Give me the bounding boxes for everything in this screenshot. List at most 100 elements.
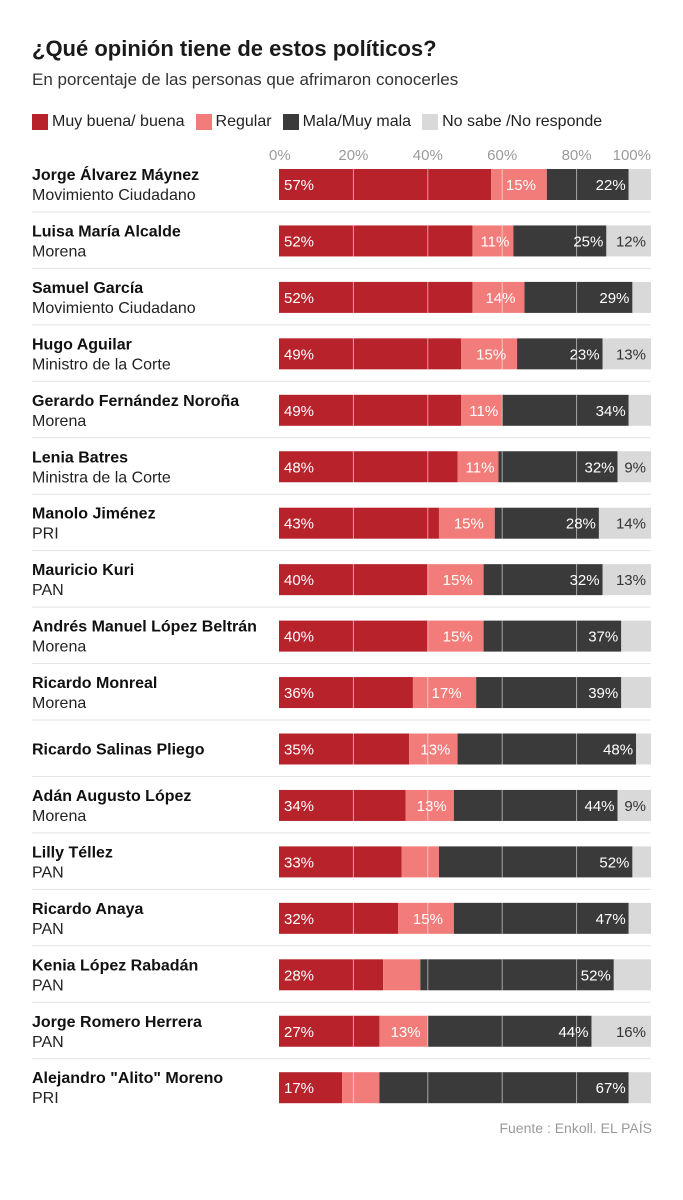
row-name: Ricardo Anaya xyxy=(32,901,144,918)
bar-segment-ns xyxy=(621,620,651,652)
bars-group: Jorge Álvarez Máynez Movimiento Ciudadano… xyxy=(32,165,651,1107)
bar-value-label: 40% xyxy=(284,629,314,646)
bar-value-label: 28% xyxy=(566,516,596,533)
legend-swatch-bad xyxy=(282,114,299,130)
legend-swatch-ns xyxy=(422,114,439,130)
bar-value-label: 40% xyxy=(284,572,314,589)
bar-value-label: 17% xyxy=(284,1080,314,1097)
bar-value-label: 49% xyxy=(284,346,314,363)
bar-value-label: 15% xyxy=(476,346,506,363)
bar-value-label: 11% xyxy=(469,403,498,420)
legend-item-ns: No sabe /No responde xyxy=(422,113,602,131)
bar-value-label: 11% xyxy=(480,233,509,250)
row-name: Kenia López Rabadán xyxy=(32,957,198,974)
bar-value-label: 39% xyxy=(588,685,618,702)
row-name: Manolo Jiménez xyxy=(32,506,156,523)
bar-segment-good xyxy=(279,902,399,934)
bar-segment-ns xyxy=(602,338,651,370)
bar-segment-good xyxy=(279,169,492,200)
bar-segment-regular xyxy=(398,902,454,934)
bar-segment-good xyxy=(279,846,402,878)
bar-row: Lilly Téllez PAN 33% 52% xyxy=(32,832,651,881)
bar-segment-regular xyxy=(491,169,547,200)
bar-value-label: 52% xyxy=(581,967,611,984)
row-party: PRI xyxy=(32,1090,59,1107)
bar-value-label: 29% xyxy=(599,290,629,307)
bar-row: Samuel García Movimiento Ciudadano 52% 14% 2… xyxy=(32,267,651,317)
legend-item-bad: Mala/Muy mala xyxy=(282,113,411,131)
bar-segment-ns xyxy=(628,1072,651,1104)
bar-segment-regular xyxy=(383,959,421,991)
bar-segment-ns xyxy=(617,451,651,483)
row-party: Morena xyxy=(32,639,86,656)
row-party: PAN xyxy=(32,977,64,994)
bar-row: Manolo Jiménez PRI 43% 15% 28% 14% xyxy=(32,493,651,543)
bar-value-label: 28% xyxy=(284,967,314,984)
row-party: Ministro de la Corte xyxy=(32,356,171,373)
bar-segment-good xyxy=(279,733,410,765)
bar-segment-bad xyxy=(502,394,629,426)
bar-segment-regular xyxy=(409,733,458,765)
row-party: PAN xyxy=(32,1034,64,1051)
bar-value-label: 13% xyxy=(417,798,447,815)
bar-value-label: 36% xyxy=(284,685,314,702)
row-name: Mauricio Kuri xyxy=(32,562,134,579)
bar-segment-ns xyxy=(628,902,651,934)
bar-segment-regular xyxy=(412,677,477,709)
row-name: Andrés Manuel López Beltrán xyxy=(32,619,257,636)
bar-value-label: 13% xyxy=(616,572,646,589)
bar-segment-bad xyxy=(438,846,633,878)
row-party: PAN xyxy=(32,864,64,881)
row-party: Ministra de la Corte xyxy=(32,469,171,486)
bar-value-label: 15% xyxy=(506,177,536,194)
bar-segment-ns xyxy=(602,564,651,596)
bar-segment-good xyxy=(279,1015,380,1047)
bar-segment-good xyxy=(279,959,384,991)
bar-row: Andrés Manuel López Beltrán Morena 40% 15% 3… xyxy=(32,606,651,656)
bar-segment-bad xyxy=(420,959,614,991)
bar-value-label: 13% xyxy=(616,346,646,363)
bar-row: Jorge Álvarez Máynez Movimiento Ciudadano… xyxy=(32,165,651,204)
bar-value-label: 52% xyxy=(284,290,314,307)
bar-segment-bad xyxy=(476,677,622,709)
bar-segment-good xyxy=(279,789,406,821)
bar-segment-good xyxy=(279,394,462,426)
bar-value-label: 12% xyxy=(616,233,646,250)
bar-value-label: 14% xyxy=(616,516,646,533)
row-name: Lilly Téllez xyxy=(32,844,113,861)
bar-segment-bad xyxy=(379,1072,629,1104)
bar-value-label: 33% xyxy=(284,854,314,871)
bar-value-label: 48% xyxy=(284,459,314,476)
bar-value-label: 13% xyxy=(391,1024,421,1041)
chart-title: ¿Qué opinión tiene de estos políticos? xyxy=(32,36,437,61)
row-name: Ricardo Monreal xyxy=(32,675,157,692)
bar-segment-bad xyxy=(453,789,618,821)
legend-item-regular: Regular xyxy=(195,113,272,131)
bar-value-label: 32% xyxy=(284,911,314,928)
bar-value-label: 35% xyxy=(284,742,314,759)
bar-segment-regular xyxy=(457,451,499,483)
bar-value-label: 14% xyxy=(485,290,515,307)
bar-row: Ricardo Monreal Morena 36% 17% 39% xyxy=(32,663,651,712)
bar-segment-good xyxy=(279,281,473,313)
row-party: Movimiento Ciudadano xyxy=(32,187,196,204)
row-name: Samuel García xyxy=(32,280,143,297)
bar-segment-ns xyxy=(632,281,651,313)
bar-value-label: 67% xyxy=(596,1080,626,1097)
bar-value-label: 57% xyxy=(284,177,314,194)
legend-label-good: Muy buena/ buena xyxy=(52,113,185,130)
bar-row: Kenia López Rabadán PAN 28% 52% xyxy=(32,945,651,994)
bar-segment-regular xyxy=(405,789,454,821)
bar-row: Luisa María Alcalde Morena 52% 11% 25% 12% xyxy=(32,211,651,260)
bar-segment-bad xyxy=(524,281,633,313)
bar-segment-bad xyxy=(483,564,603,596)
bar-value-label: 9% xyxy=(624,459,646,476)
bar-value-label: 15% xyxy=(443,629,473,646)
bar-segment-good xyxy=(279,1072,343,1104)
bar-segment-regular xyxy=(461,394,503,426)
x-tick-label: 20% xyxy=(338,147,368,164)
bar-value-label: 34% xyxy=(284,798,314,815)
chart-subtitle: En porcentaje de las personas que afrima… xyxy=(32,70,459,89)
row-name: Adán Augusto López xyxy=(32,788,191,805)
bar-row: Hugo Aguilar Ministro de la Corte 49% 15% 23… xyxy=(32,324,651,373)
